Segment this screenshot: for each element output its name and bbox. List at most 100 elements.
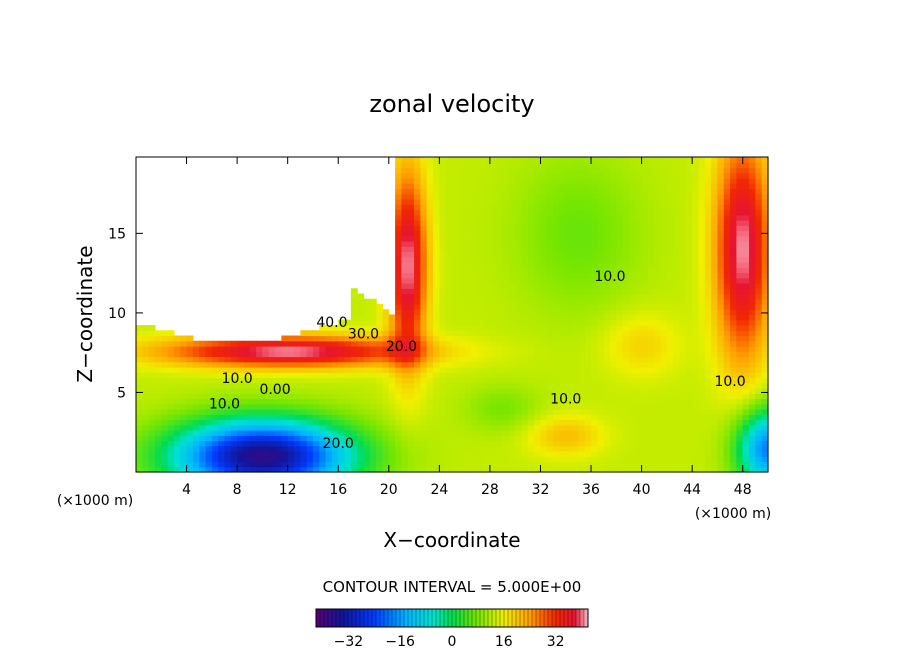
field-cell <box>312 461 320 468</box>
field-cell <box>540 414 548 421</box>
field-cell <box>666 461 674 468</box>
field-cell <box>496 272 504 279</box>
field-cell <box>489 172 497 179</box>
field-cell <box>502 172 510 179</box>
field-cell <box>692 309 700 316</box>
field-cell <box>559 193 567 200</box>
field-cell <box>357 340 365 347</box>
field-cell <box>546 325 554 331</box>
field-cell <box>445 445 453 452</box>
field-cell <box>698 157 706 163</box>
field-cell <box>603 204 611 211</box>
field-cell <box>603 256 611 263</box>
field-cell <box>369 340 377 347</box>
field-cell <box>515 251 523 258</box>
field-cell <box>597 277 605 284</box>
field-cell <box>483 309 491 316</box>
field-cell <box>597 367 605 373</box>
field-cell <box>591 241 598 247</box>
field-cell <box>407 214 415 221</box>
field-cell <box>546 424 554 431</box>
colorbar-swatch <box>443 608 449 628</box>
field-cell <box>572 314 579 321</box>
field-cell <box>173 377 181 384</box>
field-cell <box>483 251 491 258</box>
field-cell <box>692 451 700 457</box>
field-cell <box>666 288 674 295</box>
field-cell <box>521 225 529 232</box>
field-cell <box>559 199 567 205</box>
field-cell <box>401 230 409 237</box>
field-cell <box>508 283 516 289</box>
field-cell <box>647 199 655 205</box>
field-cell <box>603 230 611 237</box>
field-cell <box>673 256 681 263</box>
field-cell <box>572 414 579 421</box>
field-cell <box>237 456 245 463</box>
field-cell <box>420 325 428 331</box>
field-cell <box>521 461 529 468</box>
field-cell <box>591 162 598 169</box>
field-cell <box>154 403 162 410</box>
field-cell <box>673 199 681 205</box>
field-cell <box>142 451 150 457</box>
field-cell <box>508 188 516 195</box>
field-cell <box>730 256 737 263</box>
field-cell <box>546 277 554 284</box>
field-cell <box>534 304 542 310</box>
field-cell <box>717 277 725 284</box>
field-cell <box>452 157 459 163</box>
field-cell <box>325 414 333 421</box>
field-cell <box>572 440 579 447</box>
field-cell <box>692 204 700 211</box>
field-cell <box>572 288 579 295</box>
field-cell <box>635 246 643 253</box>
field-cell <box>704 199 712 205</box>
field-cell <box>565 172 573 179</box>
field-cell <box>496 424 504 431</box>
field-cell <box>666 414 674 421</box>
field-cell <box>641 456 649 463</box>
field-cell <box>685 167 693 174</box>
field-cell <box>578 356 586 363</box>
field-cell <box>306 388 314 394</box>
field-cell <box>458 309 466 316</box>
field-cell <box>723 456 731 463</box>
field-cell <box>483 246 491 253</box>
field-cell <box>445 340 453 347</box>
field-cell <box>591 346 598 352</box>
field-cell <box>711 451 719 457</box>
field-cell <box>559 388 567 394</box>
field-cell <box>502 440 510 447</box>
field-cell <box>496 199 504 205</box>
field-cell <box>464 241 472 247</box>
field-cell <box>730 430 737 436</box>
field-cell <box>711 304 719 310</box>
field-cell <box>489 325 497 331</box>
field-cell <box>572 361 579 368</box>
field-cell <box>572 409 579 415</box>
field-cell <box>300 382 308 389</box>
field-cell <box>679 293 687 300</box>
field-cell <box>489 235 497 242</box>
field-cell <box>717 314 725 321</box>
field-cell <box>281 414 289 421</box>
field-cell <box>395 440 403 447</box>
field-cell <box>452 188 459 195</box>
field-cell <box>534 367 542 373</box>
field-cell <box>388 372 396 379</box>
field-cell <box>749 309 756 316</box>
field-cell <box>224 388 232 394</box>
field-cell <box>654 398 662 405</box>
field-cell <box>635 251 643 258</box>
field-cell <box>717 183 725 190</box>
field-cell <box>685 272 693 279</box>
field-cell <box>275 393 282 400</box>
field-cell <box>736 277 744 284</box>
field-cell <box>167 440 175 447</box>
field-cell <box>666 188 674 195</box>
field-cell <box>180 382 188 389</box>
field-cell <box>376 319 384 326</box>
field-cell <box>243 361 251 368</box>
field-cell <box>540 235 548 242</box>
